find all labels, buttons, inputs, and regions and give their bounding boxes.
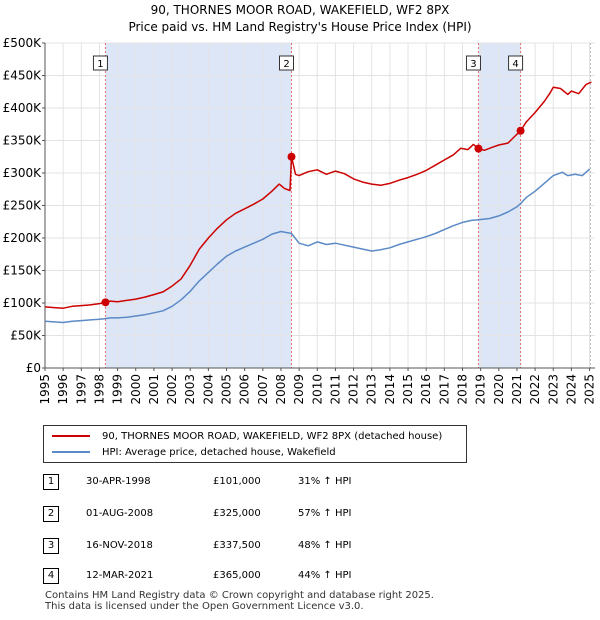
y-tick-label: £450K: [3, 69, 43, 83]
x-tick-label: 1997: [74, 374, 88, 405]
y-tick-label: £50K: [10, 329, 42, 343]
x-tick-label: 1996: [56, 374, 70, 405]
transaction-number: 1: [43, 474, 59, 490]
x-tick-label: 2004: [201, 374, 215, 405]
legend-swatch-blue: [52, 451, 90, 453]
x-tick-label: 2001: [147, 374, 161, 405]
y-tick-label: £350K: [3, 134, 43, 148]
x-tick-label: 2013: [365, 374, 379, 405]
transaction-price: £325,000: [213, 508, 261, 519]
table-row: 3 16-NOV-2018 £337,500 48% ↑ HPI: [43, 538, 563, 556]
transaction-date: 30-APR-1998: [86, 476, 151, 487]
y-tick-label: £500K: [3, 36, 43, 50]
transaction-date: 01-AUG-2008: [86, 508, 154, 519]
transaction-price: £365,000: [213, 570, 261, 581]
y-tick-label: £200K: [3, 231, 43, 245]
y-tick-label: £100K: [3, 296, 43, 310]
legend-swatch-red: [52, 435, 90, 437]
sale-marker: [287, 152, 296, 161]
x-tick-label: 1995: [38, 374, 52, 405]
x-tick-label: 2015: [401, 374, 415, 405]
x-tick-label: 2010: [310, 374, 324, 405]
y-tick-label: £300K: [3, 166, 43, 180]
legend-label-property: 90, THORNES MOOR ROAD, WAKEFIELD, WF2 8P…: [102, 430, 443, 442]
table-row: 4 12-MAR-2021 £365,000 44% ↑ HPI: [43, 568, 563, 586]
x-tick-label: 2021: [510, 374, 524, 405]
x-tick-label: 2006: [238, 374, 252, 405]
y-tick-label: £250K: [3, 199, 43, 213]
y-tick-label: £150K: [3, 264, 43, 278]
x-tick-label: 1999: [111, 374, 125, 405]
y-tick-label: £0: [26, 361, 41, 375]
x-tick-label: 2024: [564, 374, 578, 405]
x-tick-label: 2022: [528, 374, 542, 405]
transaction-date: 12-MAR-2021: [86, 570, 154, 581]
sale-marker: [101, 298, 110, 307]
x-tick-label: 2007: [256, 374, 270, 405]
sale-marker: [474, 144, 483, 153]
x-tick-label: 2014: [383, 374, 397, 405]
x-tick-label: 2023: [546, 374, 560, 405]
transaction-label-box: [92, 55, 108, 71]
legend-item-hpi: HPI: Average price, detached house, Wake…: [52, 445, 336, 459]
transaction-date: 16-NOV-2018: [86, 540, 153, 551]
sale-marker: [516, 126, 525, 135]
transaction-number: 4: [43, 568, 59, 584]
x-tick-label: 2008: [274, 374, 288, 405]
x-tick-label: 2003: [183, 374, 197, 405]
x-tick-label: 2009: [292, 374, 306, 405]
legend: 90, THORNES MOOR ROAD, WAKEFIELD, WF2 8P…: [43, 425, 467, 463]
chart-title: 90, THORNES MOOR ROAD, WAKEFIELD, WF2 8P…: [150, 3, 450, 17]
x-tick-label: 2005: [220, 374, 234, 405]
x-tick-label: 2002: [165, 374, 179, 405]
transaction-label-box: [279, 55, 295, 71]
legend-label-hpi: HPI: Average price, detached house, Wake…: [102, 446, 336, 458]
transaction-label-box: [465, 55, 481, 71]
transaction-label: 2: [283, 59, 289, 70]
series-line-hpi: [44, 168, 591, 324]
x-tick-label: 2012: [347, 374, 361, 405]
x-tick-label: 2020: [492, 374, 506, 405]
transaction-hpi: 44% ↑ HPI: [298, 570, 352, 581]
transaction-hpi: 31% ↑ HPI: [298, 476, 352, 487]
x-tick-label: 2025: [583, 374, 597, 405]
footer-licence: This data is licensed under the Open Gov…: [45, 601, 364, 612]
transaction-price: £101,000: [213, 476, 261, 487]
series-line-property: [44, 81, 592, 309]
transaction-number: 2: [43, 506, 59, 522]
x-tick-label: 2000: [129, 374, 143, 405]
x-tick-label: 2011: [328, 374, 342, 405]
x-tick-label: 1998: [92, 374, 106, 405]
table-row: 1 30-APR-1998 £101,000 31% ↑ HPI: [43, 474, 563, 492]
price-chart: 1 2 3 4 £0 £50K £100K £150K £200K £250K £300K £350K…: [3, 36, 597, 405]
transaction-label-box: [508, 55, 524, 71]
transaction-label: 4: [512, 59, 518, 70]
transaction-hpi: 48% ↑ HPI: [298, 540, 352, 551]
footer-copyright: Contains HM Land Registry data © Crown c…: [45, 590, 434, 601]
transaction-price: £337,500: [213, 540, 261, 551]
transaction-label: 3: [470, 59, 476, 70]
table-row: 2 01-AUG-2008 £325,000 57% ↑ HPI: [43, 506, 563, 524]
legend-item-property: 90, THORNES MOOR ROAD, WAKEFIELD, WF2 8P…: [52, 429, 442, 443]
transaction-label: 1: [97, 59, 103, 70]
transaction-hpi: 57% ↑ HPI: [298, 508, 352, 519]
chart-subtitle: Price paid vs. HM Land Registry's House …: [128, 20, 472, 34]
x-tick-label: 2019: [474, 374, 488, 405]
transaction-number: 3: [43, 538, 59, 554]
x-tick-label: 2018: [455, 374, 469, 405]
y-tick-label: £400K: [3, 101, 43, 115]
x-tick-label: 2016: [419, 374, 433, 405]
x-tick-label: 2017: [437, 374, 451, 405]
